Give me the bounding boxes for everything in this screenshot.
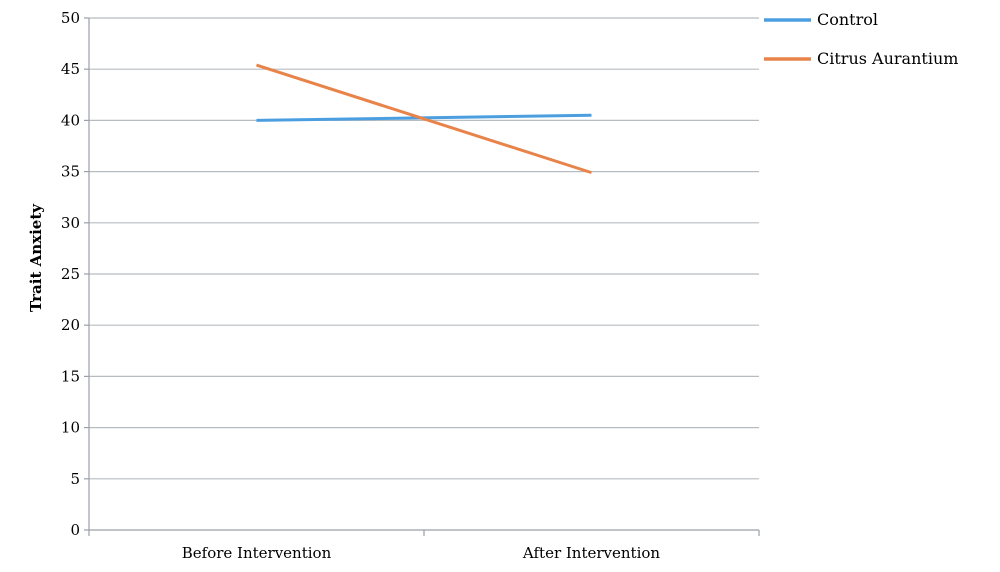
x-tick-labels: Before Intervention After Intervention	[88, 530, 760, 562]
series-lines	[256, 63, 592, 175]
y-tick-label: 15	[61, 367, 80, 385]
y-tick-label: 35	[61, 163, 80, 181]
legend-label: Control	[817, 10, 878, 29]
x-tick-label: Before Intervention	[182, 544, 332, 562]
y-tick-label: 45	[61, 60, 80, 78]
y-tick-label: 25	[61, 265, 80, 283]
y-tick-labels: 0 5 10 15 20 25 30 35 40 45 50	[61, 9, 80, 539]
y-tick-label: 40	[61, 111, 80, 129]
x-tick-label: After Intervention	[522, 544, 660, 562]
legend: Control Citrus Aurantium	[764, 10, 958, 68]
y-tick-label: 30	[61, 214, 80, 232]
grid-lines	[84, 17, 759, 531]
y-tick-label: 5	[70, 470, 80, 488]
legend-label: Citrus Aurantium	[817, 49, 958, 68]
series-line-citrus-aurantium	[256, 63, 592, 175]
y-tick-label: 0	[70, 521, 80, 539]
y-axis-title: Trait Anxiety	[27, 203, 45, 312]
y-tick-label: 20	[61, 316, 80, 334]
y-tick-label: 50	[61, 9, 80, 27]
y-tick-label: 10	[61, 419, 80, 437]
